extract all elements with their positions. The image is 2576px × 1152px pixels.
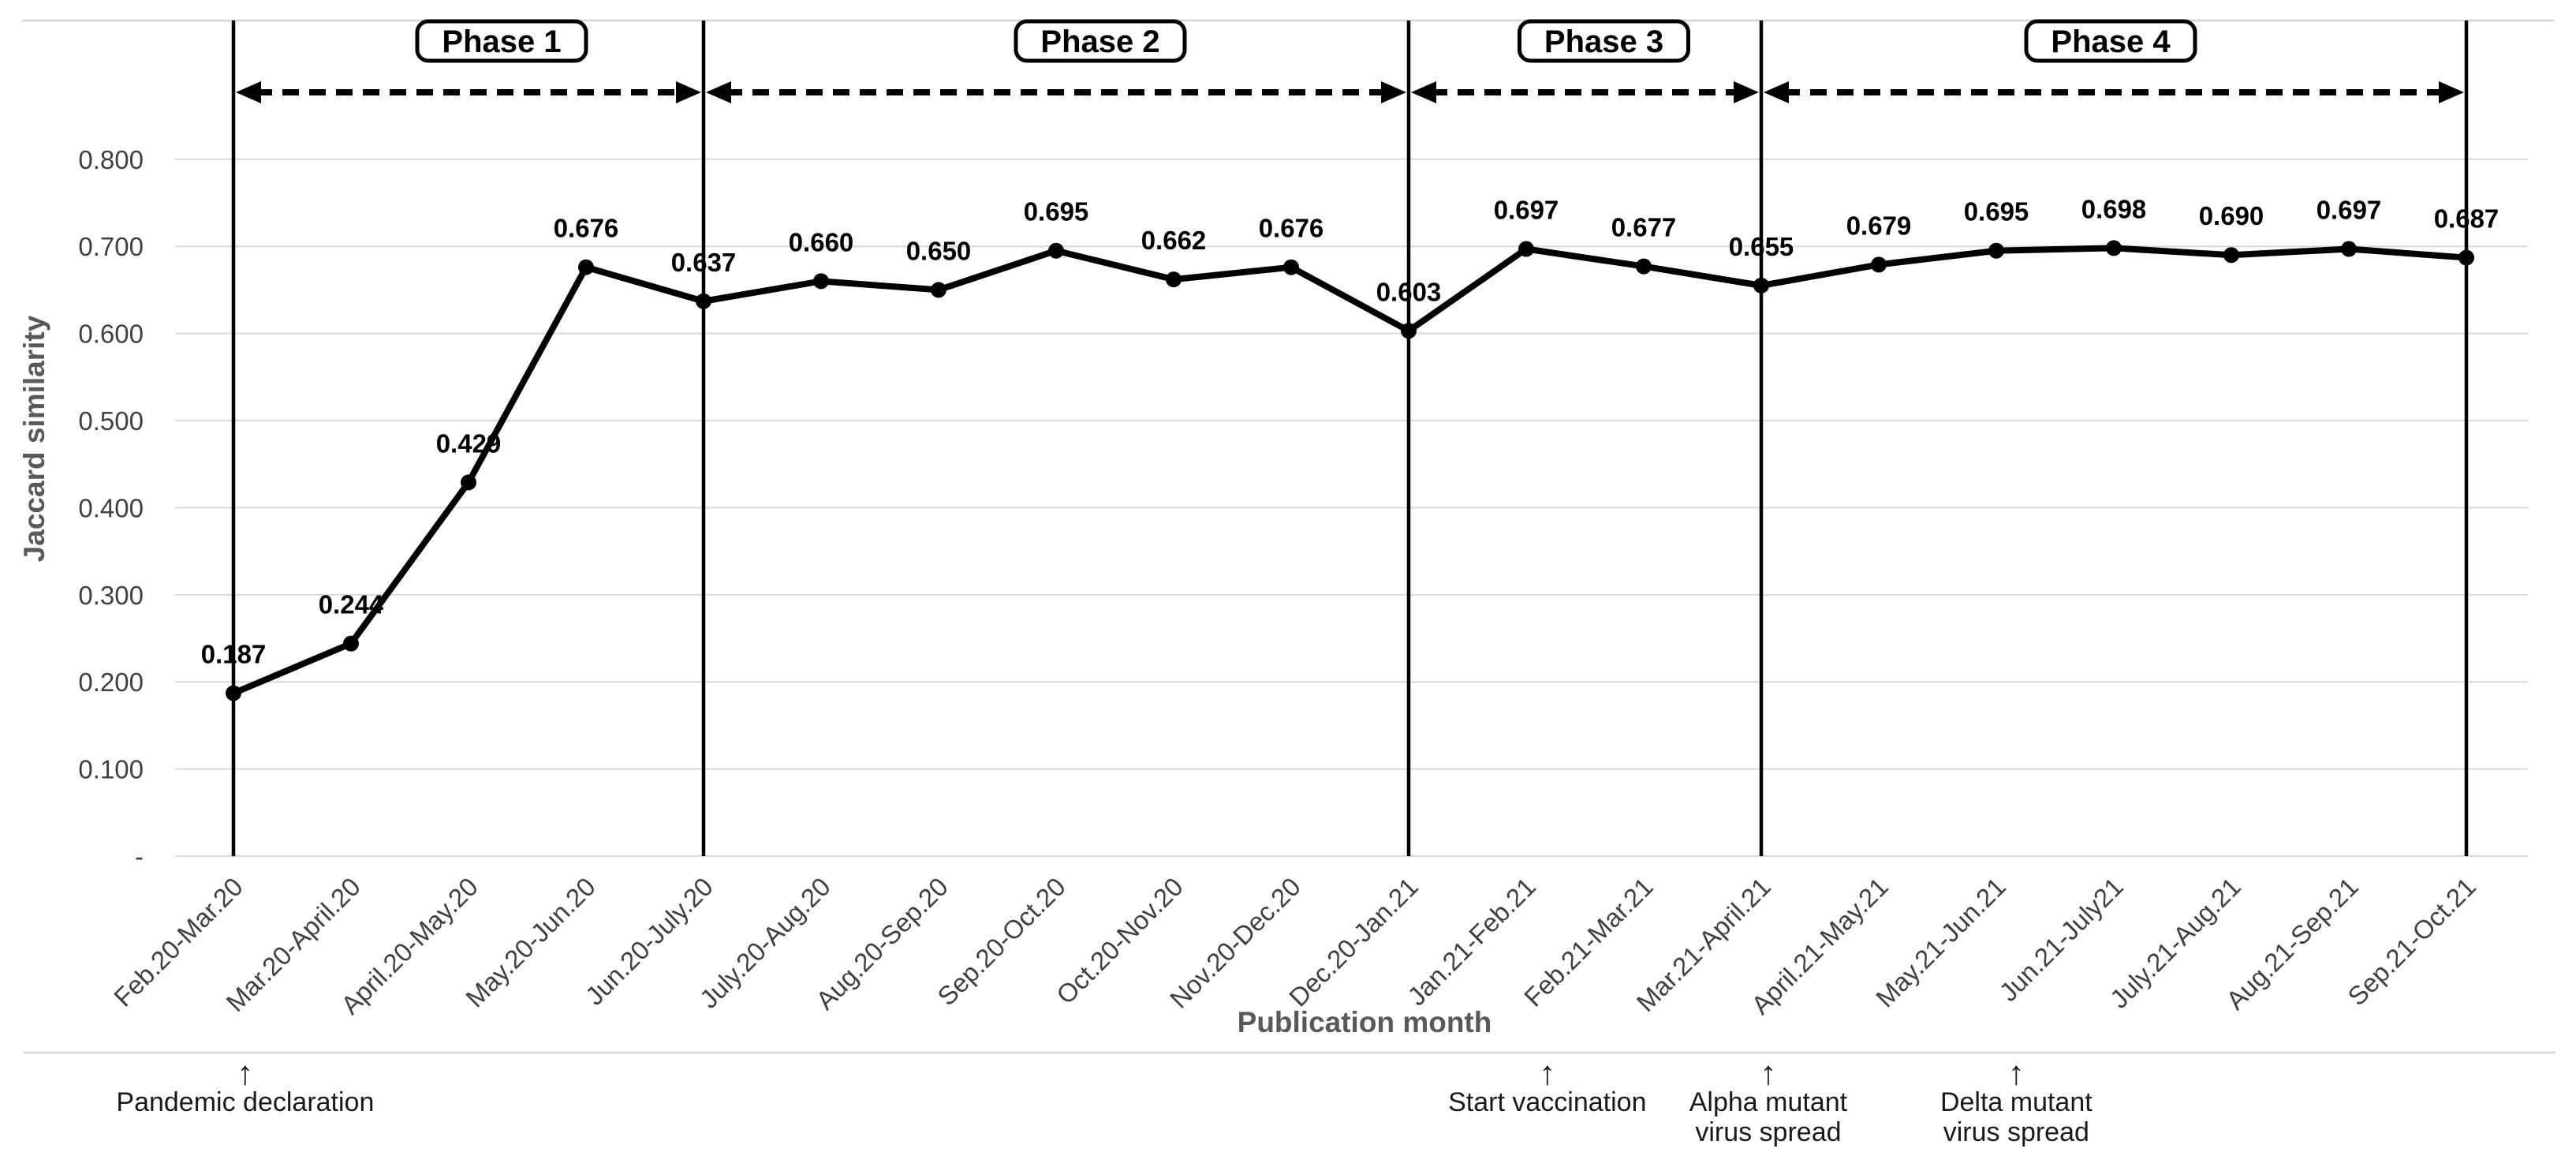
phase-label: Phase 2 — [1040, 24, 1159, 59]
phase-label-box — [2024, 19, 2197, 63]
y-axis-title: Jaccard similarity — [18, 315, 50, 562]
event-annotation-label: virus spread — [1943, 1117, 2089, 1147]
data-point-value-label: 0.429 — [436, 428, 502, 458]
data-point-value-label: 0.660 — [789, 227, 854, 256]
data-point-value-label: 0.655 — [1729, 232, 1794, 261]
data-point-value-label: 0.603 — [1376, 277, 1442, 306]
data-point-value-label: 0.676 — [554, 214, 619, 243]
up-arrow-icon: ↑ — [1539, 1054, 1555, 1091]
phase-span-arrowhead-left — [706, 81, 731, 103]
phase-span-arrowhead-left — [1411, 81, 1436, 103]
data-point-marker — [461, 474, 476, 491]
data-point-marker — [1753, 277, 1769, 294]
phase-label-box — [415, 19, 588, 63]
data-point-value-label: 0.677 — [1611, 213, 1677, 242]
data-point-marker — [1871, 256, 1887, 273]
phase-span-arrowhead-left — [1764, 81, 1789, 103]
data-point-marker — [2223, 247, 2239, 264]
data-point-value-label: 0.679 — [1846, 211, 1912, 240]
data-point-marker — [226, 685, 241, 701]
up-arrow-icon: ↑ — [237, 1054, 253, 1091]
data-point-marker — [343, 635, 359, 652]
event-annotation-label: Pandemic declaration — [116, 1087, 374, 1117]
data-point-marker — [1401, 323, 1417, 339]
phase-span-arrowhead-right — [2439, 81, 2464, 103]
phase-span-arrowhead-left — [236, 81, 261, 103]
phase-label: Phase 4 — [2051, 24, 2171, 59]
phase-boundaries-layer — [231, 21, 2469, 856]
data-point-marker — [1048, 242, 1064, 259]
event-annotations-layer: ↑Pandemic declaration↑Start vaccination↑… — [24, 1051, 2555, 1147]
jaccard-similarity-series-line — [230, 245, 2470, 697]
y-tick-label: 0.500 — [78, 406, 144, 436]
phase-span-arrowhead-right — [1381, 81, 1406, 103]
data-point-value-label: 0.690 — [2199, 201, 2264, 230]
y-tick-label: 0.400 — [78, 493, 144, 522]
data-point-value-label: 0.697 — [1494, 196, 1559, 225]
data-point-value-label: 0.698 — [2081, 194, 2147, 223]
y-tick-label: 0.700 — [78, 232, 144, 261]
event-annotation-label: Start vaccination — [1448, 1087, 1646, 1117]
y-tick-label: - — [135, 842, 144, 871]
data-point-value-label: 0.687 — [2434, 204, 2499, 234]
data-point-value-label: 0.637 — [671, 248, 737, 277]
x-axis-title: Publication month — [1238, 1006, 1492, 1038]
data-point-value-label: 0.187 — [201, 640, 267, 669]
up-arrow-icon: ↑ — [1760, 1054, 1776, 1091]
event-annotation-label: Delta mutant — [1940, 1087, 2093, 1117]
data-point-marker — [1988, 242, 2004, 259]
phase-label-box — [1014, 19, 1187, 63]
y-tick-label: 0.200 — [78, 668, 144, 697]
event-annotation-label: virus spread — [1695, 1117, 1841, 1147]
data-point-marker — [2106, 240, 2122, 256]
data-point-value-label: 0.244 — [319, 590, 384, 619]
data-point-marker — [1518, 241, 1534, 257]
y-tick-label: 0.600 — [78, 320, 144, 349]
data-point-marker — [1283, 259, 1299, 275]
data-point-marker — [1636, 258, 1652, 275]
data-point-marker — [1166, 271, 1182, 288]
y-tick-label: 0.300 — [78, 581, 144, 610]
data-point-marker — [578, 259, 594, 275]
y-tick-label: 0.100 — [78, 755, 144, 784]
data-point-marker — [696, 293, 711, 309]
data-point-value-label: 0.676 — [1259, 214, 1324, 243]
data-point-value-label: 0.695 — [1024, 197, 1089, 226]
data-point-value-label: 0.695 — [1964, 197, 2029, 226]
phase-label: Phase 1 — [442, 24, 561, 59]
up-arrow-icon: ↑ — [2008, 1054, 2025, 1091]
data-point-marker — [931, 282, 946, 298]
data-point-marker — [813, 273, 829, 290]
y-tick-label: 0.800 — [78, 145, 144, 174]
data-series-layer: 0.187 0.244 0.429 0.676 0.637 0.660 0.650 0.695… — [201, 194, 2499, 701]
event-annotation-label: Alpha mutant — [1689, 1087, 1848, 1117]
phase-label: Phase 3 — [1544, 24, 1663, 59]
phase-headers-layer: Phase 1 Phase 2 Phase 3 Phase 4 — [415, 19, 2197, 63]
data-point-marker — [2341, 241, 2357, 257]
phase-span-arrowhead-right — [1734, 81, 1759, 103]
data-point-value-label: 0.650 — [906, 236, 972, 265]
data-point-value-label: 0.662 — [1141, 226, 1207, 255]
phase-span-arrowhead-right — [676, 81, 701, 103]
data-point-marker — [2458, 249, 2474, 266]
phase-label-box — [1518, 19, 1690, 63]
data-point-value-label: 0.697 — [2317, 196, 2382, 225]
